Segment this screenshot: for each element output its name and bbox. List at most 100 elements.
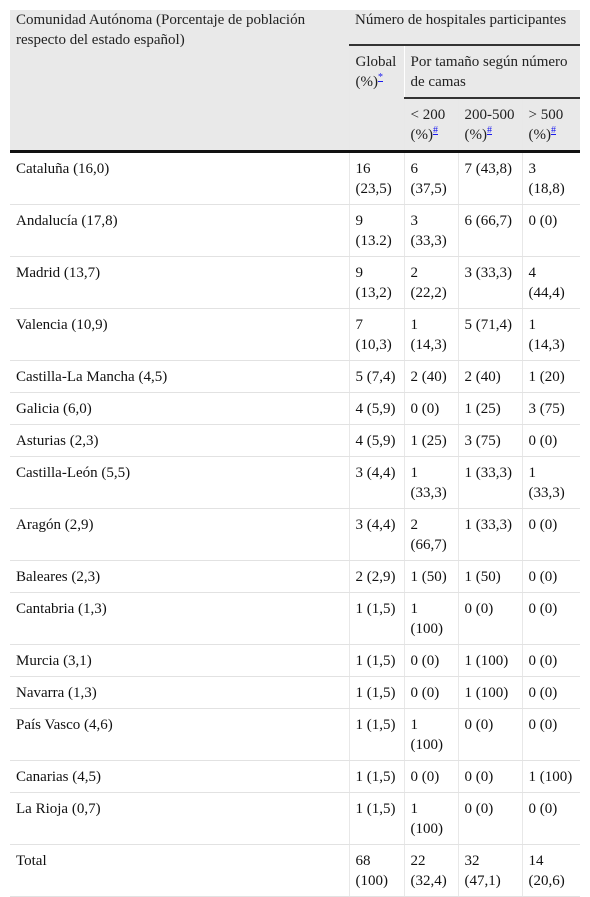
header-label: > 500 (%) bbox=[528, 107, 564, 143]
region-cell: Castilla-La Mancha (4,5) bbox=[10, 360, 349, 393]
region-cell: Castilla-León (5,5) bbox=[10, 456, 349, 509]
count-cell: 6 (37,5) bbox=[403, 151, 458, 205]
table-row: Total 68 (100) 22 (32,4) 32 (47,1) 14 (20,6) bbox=[10, 844, 580, 897]
count-cell: 1 (33,3) bbox=[457, 456, 522, 509]
table-row: Cantabria (1,3) 1 (1,5) 1 (100) 0 (0) 0 (0) bbox=[10, 592, 580, 645]
count-cell: 1 (1,5) bbox=[348, 792, 404, 845]
count-cell: 0 (0) bbox=[521, 708, 580, 761]
count-cell: 0 (0) bbox=[521, 204, 580, 257]
count-cell: 3 (75) bbox=[521, 392, 580, 425]
footnote-link[interactable]: # bbox=[551, 125, 556, 136]
footnote-link[interactable]: * bbox=[378, 72, 383, 83]
count-cell: 2 (66,7) bbox=[403, 508, 458, 561]
count-cell: 0 (0) bbox=[521, 560, 580, 593]
count-cell: 14 (20,6) bbox=[521, 844, 580, 897]
count-cell: 1 (100) bbox=[403, 792, 458, 845]
region-cell: Baleares (2,3) bbox=[10, 560, 349, 593]
region-cell: Cataluña (16,0) bbox=[10, 151, 349, 205]
count-cell: 2 (2,9) bbox=[348, 560, 404, 593]
count-cell: 1 (14,3) bbox=[521, 308, 580, 361]
count-cell: 1 (1,5) bbox=[348, 592, 404, 645]
count-cell: 9 (13.2) bbox=[348, 204, 404, 257]
count-cell: 4 (5,9) bbox=[348, 392, 404, 425]
count-cell: 1 (25) bbox=[403, 424, 458, 457]
count-cell: 0 (0) bbox=[521, 592, 580, 645]
count-cell: 0 (0) bbox=[403, 644, 458, 677]
footnote-link[interactable]: # bbox=[433, 125, 438, 136]
count-cell: 1 (1,5) bbox=[348, 708, 404, 761]
region-cell: Madrid (13,7) bbox=[10, 256, 349, 309]
header-label: Global (%) bbox=[355, 54, 397, 90]
table-row: La Rioja (0,7) 1 (1,5) 1 (100) 0 (0) 0 (0) bbox=[10, 792, 580, 845]
size-header: > 500 (%)# bbox=[521, 98, 580, 153]
region-cell: Murcia (3,1) bbox=[10, 644, 349, 677]
count-cell: 0 (0) bbox=[521, 508, 580, 561]
region-cell: Galicia (6,0) bbox=[10, 392, 349, 425]
table-row: Baleares (2,3) 2 (2,9) 1 (50) 1 (50) 0 (0) bbox=[10, 560, 580, 593]
count-cell: 3 (4,4) bbox=[348, 456, 404, 509]
count-cell: 16 (23,5) bbox=[348, 151, 404, 205]
size-header: < 200 (%)# bbox=[403, 98, 458, 153]
table-row: Madrid (13,7) 9 (13,2) 2 (22,2) 3 (33,3) 4 (… bbox=[10, 256, 580, 309]
count-cell: 1 (33,3) bbox=[403, 456, 458, 509]
count-cell: 1 (1,5) bbox=[348, 760, 404, 793]
count-cell: 1 (100) bbox=[457, 644, 522, 677]
count-cell: 5 (7,4) bbox=[348, 360, 404, 393]
table-row: Navarra (1,3) 1 (1,5) 0 (0) 1 (100) 0 (0) bbox=[10, 676, 580, 709]
region-header: Comunidad Autónoma (Porcentaje de poblac… bbox=[10, 10, 349, 153]
count-cell: 32 (47,1) bbox=[457, 844, 522, 897]
count-cell: 0 (0) bbox=[457, 592, 522, 645]
region-cell: Andalucía (17,8) bbox=[10, 204, 349, 257]
data-table: Comunidad Autónoma (Porcentaje de poblac… bbox=[10, 10, 580, 897]
table-row: Castilla-La Mancha (4,5) 5 (7,4) 2 (40) 2 (… bbox=[10, 360, 580, 393]
count-cell: 0 (0) bbox=[457, 792, 522, 845]
count-cell: 0 (0) bbox=[403, 676, 458, 709]
count-cell: 0 (0) bbox=[457, 760, 522, 793]
footnote-link[interactable]: # bbox=[487, 125, 492, 136]
count-cell: 0 (0) bbox=[403, 760, 458, 793]
count-cell: 1 (14,3) bbox=[403, 308, 458, 361]
table-row: Asturias (2,3) 4 (5,9) 1 (25) 3 (75) 0 (0) bbox=[10, 424, 580, 457]
region-cell: Canarias (4,5) bbox=[10, 760, 349, 793]
count-cell: 3 (33,3) bbox=[457, 256, 522, 309]
region-cell: Valencia (10,9) bbox=[10, 308, 349, 361]
count-cell: 4 (44,4) bbox=[521, 256, 580, 309]
count-cell: 0 (0) bbox=[403, 392, 458, 425]
table-row: Castilla-León (5,5) 3 (4,4) 1 (33,3) 1 (33,… bbox=[10, 456, 580, 509]
table-row: Andalucía (17,8) 9 (13.2) 3 (33,3) 6 (66,7)… bbox=[10, 204, 580, 257]
count-cell: 1 (100) bbox=[403, 708, 458, 761]
count-cell: 0 (0) bbox=[457, 708, 522, 761]
count-cell: 3 (33,3) bbox=[403, 204, 458, 257]
region-cell: País Vasco (4,6) bbox=[10, 708, 349, 761]
count-cell: 4 (5,9) bbox=[348, 424, 404, 457]
table-row: Galicia (6,0) 4 (5,9) 0 (0) 1 (25) 3 (75) bbox=[10, 392, 580, 425]
count-cell: 1 (50) bbox=[403, 560, 458, 593]
count-cell: 1 (100) bbox=[521, 760, 580, 793]
count-cell: 0 (0) bbox=[521, 792, 580, 845]
count-cell: 1 (100) bbox=[403, 592, 458, 645]
count-cell: 1 (100) bbox=[457, 676, 522, 709]
region-cell: Asturias (2,3) bbox=[10, 424, 349, 457]
count-cell: 0 (0) bbox=[521, 424, 580, 457]
count-cell: 7 (10,3) bbox=[348, 308, 404, 361]
region-cell: Cantabria (1,3) bbox=[10, 592, 349, 645]
table-body: Cataluña (16,0) 16 (23,5) 6 (37,5) 7 (43,8)… bbox=[10, 151, 580, 897]
table-row: Valencia (10,9) 7 (10,3) 1 (14,3) 5 (71,4) 1… bbox=[10, 308, 580, 361]
count-cell: 1 (33,3) bbox=[457, 508, 522, 561]
region-cell: Aragón (2,9) bbox=[10, 508, 349, 561]
table-row: Murcia (3,1) 1 (1,5) 0 (0) 1 (100) 0 (0) bbox=[10, 644, 580, 677]
count-cell: 1 (33,3) bbox=[521, 456, 580, 509]
header-label: 200-500 (%) bbox=[464, 107, 515, 143]
size-header-row: < 200 (%)# 200-500 (%)# > 500 (%)# bbox=[10, 98, 580, 153]
region-cell: La Rioja (0,7) bbox=[10, 792, 349, 845]
count-cell: 2 (40) bbox=[457, 360, 522, 393]
region-cell: Total bbox=[10, 844, 349, 897]
size-group-header: Por tamaño según número de camas bbox=[403, 45, 580, 99]
count-cell: 0 (0) bbox=[521, 676, 580, 709]
table-row: Aragón (2,9) 3 (4,4) 2 (66,7) 1 (33,3) 0 (0) bbox=[10, 508, 580, 561]
count-cell: 2 (40) bbox=[403, 360, 458, 393]
count-cell: 6 (66,7) bbox=[457, 204, 522, 257]
count-cell: 0 (0) bbox=[521, 644, 580, 677]
group-header: Número de hospitales participantes bbox=[349, 10, 580, 46]
